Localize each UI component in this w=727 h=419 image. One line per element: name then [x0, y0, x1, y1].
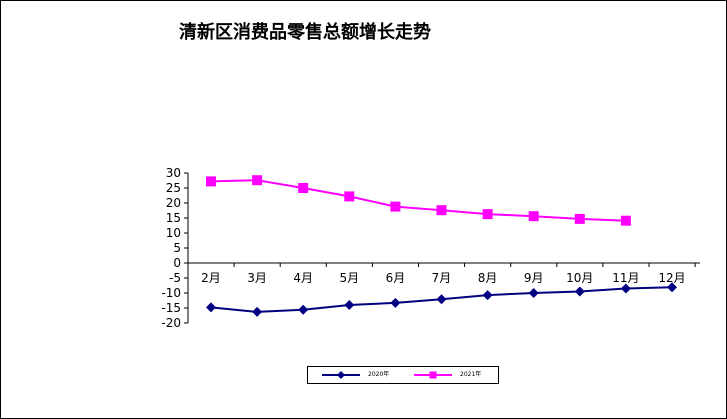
- y-tick-label: 15: [166, 211, 181, 225]
- y-tick-label: 0: [173, 256, 181, 270]
- data-point-2021年-5月: [344, 191, 355, 202]
- data-point-2021年-11月: [620, 215, 631, 226]
- x-tick-label: 7月: [432, 271, 452, 285]
- data-point-2020年-8月: [482, 290, 493, 301]
- x-tick-label: 3月: [247, 271, 267, 285]
- data-point-2021年-6月: [390, 201, 401, 212]
- y-tick-label: -5: [169, 271, 181, 285]
- x-tick-label: 6月: [386, 271, 406, 285]
- y-tick-label: 20: [166, 196, 181, 210]
- series-line-2021年: [210, 179, 626, 222]
- legend-entry-2020: 2020年: [322, 367, 402, 383]
- data-point-2020年-7月: [436, 294, 447, 305]
- x-tick-label: 10月: [566, 271, 593, 285]
- x-tick-label: 5月: [339, 271, 359, 285]
- square-marker-icon: [429, 371, 437, 379]
- y-tick-label: -20: [161, 316, 181, 330]
- data-point-2021年-4月: [298, 183, 309, 193]
- chart-legend: 2020年 2021年: [307, 366, 499, 384]
- data-point-2020年-3月: [252, 306, 263, 317]
- y-tick-label: 10: [166, 226, 181, 240]
- x-tick-label: 2月: [201, 271, 221, 285]
- x-tick-label: 12月: [658, 271, 685, 285]
- x-tick-label: 8月: [478, 271, 498, 285]
- x-tick-label: 4月: [293, 271, 313, 285]
- data-point-2021年-3月: [252, 175, 263, 186]
- data-point-2020年-12月: [667, 282, 677, 293]
- data-point-2020年-10月: [574, 286, 585, 297]
- y-tick-label: -10: [161, 286, 181, 300]
- data-point-2021年-7月: [436, 205, 447, 216]
- legend-label-2021: 2021年: [460, 371, 482, 378]
- data-point-2020年-2月: [206, 302, 216, 313]
- data-point-2021年-10月: [574, 213, 585, 224]
- data-point-2020年-9月: [528, 288, 539, 298]
- data-point-2020年-11月: [620, 283, 631, 294]
- data-point-2020年-5月: [344, 300, 355, 310]
- y-tick-label: 30: [166, 166, 181, 180]
- diamond-marker-icon: [337, 371, 345, 379]
- data-point-2021年-9月: [528, 211, 539, 222]
- y-tick-label: -15: [161, 301, 181, 315]
- legend-label-2020: 2020年: [368, 371, 390, 378]
- data-point-2020年-4月: [298, 304, 309, 315]
- data-point-2021年-2月: [206, 176, 216, 187]
- legend-entry-2021: 2021年: [414, 367, 494, 383]
- data-point-2020年-6月: [390, 297, 401, 308]
- chart-title: 清新区消费品零售总额增长走势: [179, 22, 431, 43]
- y-tick-label: 5: [173, 241, 181, 255]
- data-point-2021年-8月: [482, 209, 493, 220]
- x-tick-label: 9月: [524, 271, 544, 285]
- y-tick-label: 25: [166, 181, 181, 195]
- x-tick-label: 11月: [612, 271, 639, 285]
